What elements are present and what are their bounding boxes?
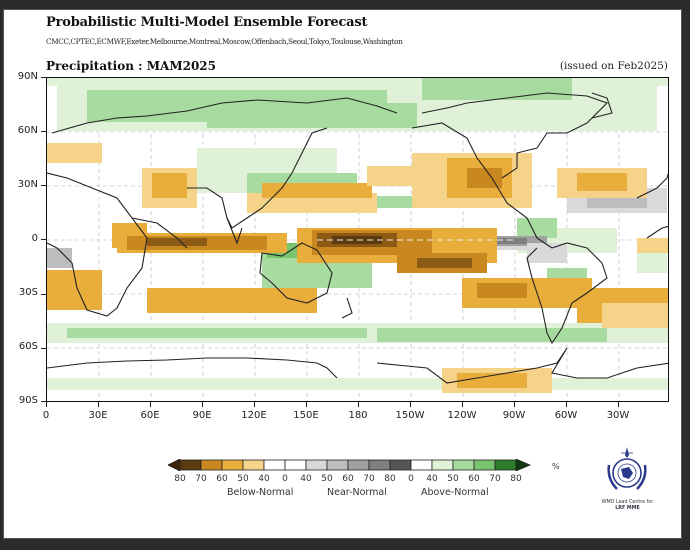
cbar-tick: 80 bbox=[510, 474, 522, 484]
lon-label: 90W bbox=[502, 410, 526, 421]
forecast-map bbox=[46, 77, 669, 402]
lon-tick bbox=[98, 402, 99, 407]
lon-tick bbox=[410, 402, 411, 407]
cbar-tick: 80 bbox=[174, 474, 186, 484]
probability-map-graphic bbox=[47, 78, 668, 401]
lon-tick bbox=[618, 402, 619, 407]
lat-tick bbox=[41, 348, 46, 349]
lon-tick bbox=[254, 402, 255, 407]
cbar-tick: 40 bbox=[426, 474, 438, 484]
lat-label-30n: 30N bbox=[17, 179, 38, 190]
lon-tick bbox=[358, 402, 359, 407]
lat-label-60n: 60N bbox=[17, 125, 38, 136]
lon-label: 0 bbox=[42, 410, 50, 421]
lat-tick bbox=[41, 239, 46, 240]
lon-label: 30W bbox=[606, 410, 630, 421]
cbar-tick: 0 bbox=[408, 474, 414, 484]
cbar-tick: 70 bbox=[363, 474, 375, 484]
cbar-tick: 0 bbox=[282, 474, 288, 484]
above-normal-label: Above-Normal bbox=[421, 487, 489, 498]
wmo-logo-caption: WMO Lead Centre for LRF MME bbox=[590, 500, 665, 512]
cbar-tick: 50 bbox=[237, 474, 249, 484]
lon-label: 90E bbox=[192, 410, 212, 421]
cbar-tick: 80 bbox=[384, 474, 396, 484]
cbar-tick: 60 bbox=[216, 474, 228, 484]
cbar-tick: 40 bbox=[300, 474, 312, 484]
lat-tick bbox=[41, 401, 46, 402]
cbar-tick: 50 bbox=[321, 474, 333, 484]
lon-tick bbox=[462, 402, 463, 407]
wmo-logo-line2: LRF MME bbox=[615, 506, 640, 511]
issued-date: (issued on Feb2025) bbox=[559, 60, 668, 72]
cbar-tick: 70 bbox=[195, 474, 207, 484]
lon-label: 60W bbox=[554, 410, 578, 421]
lon-label: 150E bbox=[293, 410, 319, 421]
colorbar-unit: % bbox=[552, 462, 560, 471]
cbar-tick: 50 bbox=[447, 474, 459, 484]
lon-label: 30E bbox=[88, 410, 108, 421]
variable-season-label: Precipitation : MAM2025 bbox=[46, 59, 217, 73]
wmo-emblem-icon bbox=[603, 445, 651, 497]
model-list: CMCC,CPTEC,ECMWF,Exeter,Melbourne,Montre… bbox=[46, 37, 403, 46]
wmo-logo-line1: WMO Lead Centre for bbox=[601, 500, 654, 505]
lon-tick bbox=[514, 402, 515, 407]
lat-tick bbox=[41, 185, 46, 186]
lat-label-90n: 90N bbox=[17, 71, 38, 82]
lat-label-eq: 0 bbox=[31, 233, 38, 244]
lon-label: 120E bbox=[241, 410, 267, 421]
lon-tick bbox=[566, 402, 567, 407]
lat-tick bbox=[41, 131, 46, 132]
lon-label: 60E bbox=[140, 410, 160, 421]
cbar-tick: 40 bbox=[258, 474, 270, 484]
lon-tick bbox=[46, 402, 47, 407]
lat-label-90s: 90S bbox=[18, 395, 38, 406]
lat-tick bbox=[41, 294, 46, 295]
lon-label: 180 bbox=[348, 410, 368, 421]
lat-label-30s: 30S bbox=[18, 287, 38, 298]
near-normal-label: Near-Normal bbox=[327, 487, 387, 498]
lat-tick bbox=[41, 77, 46, 78]
cbar-tick: 60 bbox=[468, 474, 480, 484]
figure-title: Probabilistic Multi-Model Ensemble Forec… bbox=[46, 15, 368, 30]
lon-label: 150W bbox=[395, 410, 425, 421]
below-normal-label: Below-Normal bbox=[227, 487, 294, 498]
colorbar-graphic bbox=[168, 459, 532, 471]
lon-tick bbox=[150, 402, 151, 407]
cbar-tick: 70 bbox=[489, 474, 501, 484]
lon-tick bbox=[202, 402, 203, 407]
lon-label: 120W bbox=[447, 410, 477, 421]
lon-tick bbox=[306, 402, 307, 407]
lat-label-60s: 60S bbox=[18, 341, 38, 352]
cbar-tick: 60 bbox=[342, 474, 354, 484]
